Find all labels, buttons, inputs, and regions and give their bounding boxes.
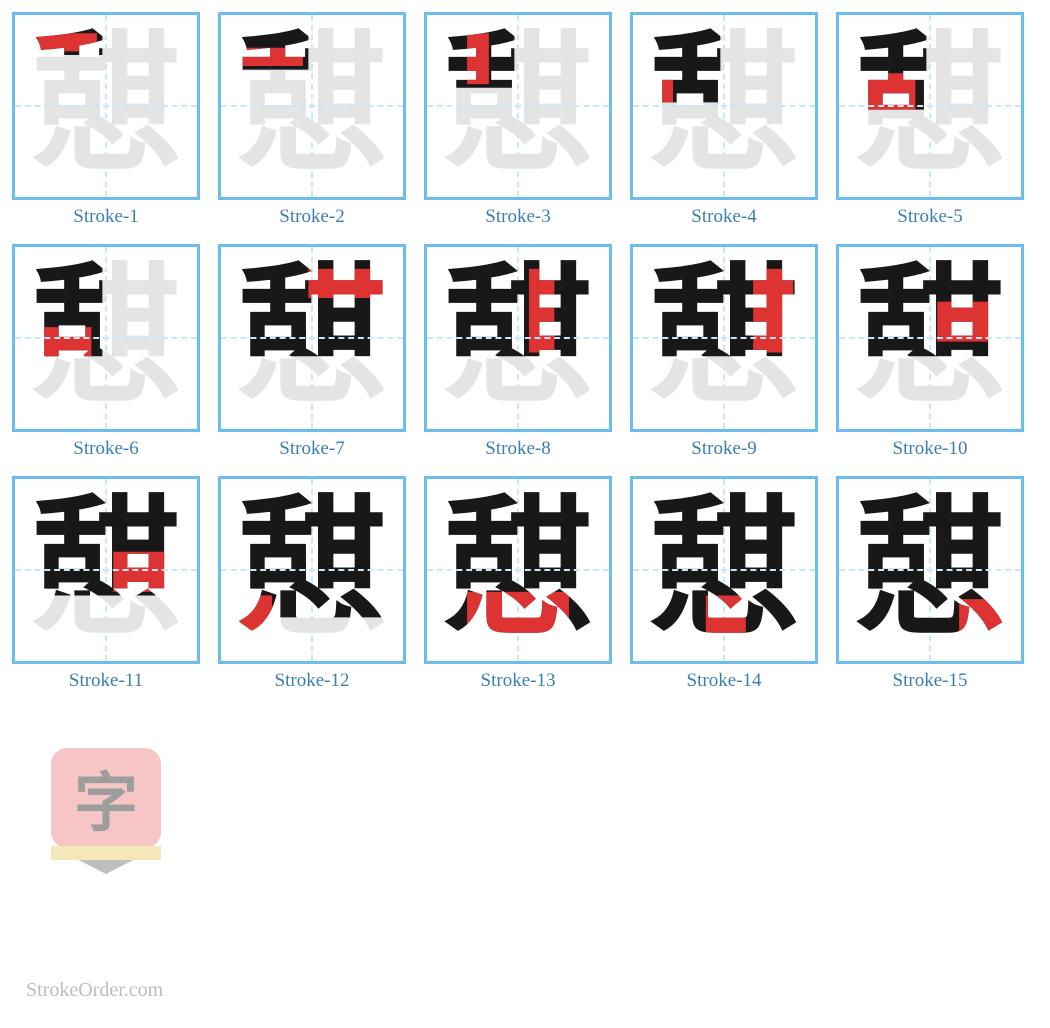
stroke-grid: 憇憇憇 Stroke-1 憇憇憇 Stroke-2 憇憇憇 Stroke-3 憇憇憇 Stro…	[12, 12, 1038, 878]
stroke-tile: 憇憇憇	[12, 12, 200, 200]
stroke-caption: Stroke-7	[279, 438, 344, 460]
stroke-caption: Stroke-2	[279, 206, 344, 228]
stroke-caption: Stroke-11	[69, 670, 143, 692]
stroke-tile: 憇憇憇	[218, 476, 406, 664]
stroke-cell: 憇憇憇 Stroke-6	[12, 244, 200, 460]
logo-band	[51, 846, 161, 860]
stroke-tile: 憇憇憇	[218, 244, 406, 432]
logo-square: 字	[51, 748, 161, 848]
stroke-caption: Stroke-9	[691, 438, 756, 460]
stroke-tile: 憇憇憇	[424, 244, 612, 432]
stroke-cell: 憇憇憇 Stroke-9	[630, 244, 818, 460]
stroke-tile: 憇憇憇	[836, 244, 1024, 432]
stroke-cell: 憇憇憇 Stroke-14	[630, 476, 818, 692]
stroke-caption: Stroke-6	[73, 438, 138, 460]
stroke-cell: 憇憇憇 Stroke-8	[424, 244, 612, 460]
stroke-tile: 憇憇憇	[630, 476, 818, 664]
stroke-caption: Stroke-10	[893, 438, 968, 460]
site-logo: 字	[51, 748, 161, 878]
page: 憇憇憇 Stroke-1 憇憇憇 Stroke-2 憇憇憇 Stroke-3 憇憇憇 Stro…	[12, 12, 1038, 1016]
stroke-caption: Stroke-1	[73, 206, 138, 228]
stroke-cell: 憇憇憇 Stroke-3	[424, 12, 612, 228]
stroke-tile: 憇憇憇	[12, 244, 200, 432]
stroke-caption: Stroke-8	[485, 438, 550, 460]
stroke-tile: 憇憇憇	[424, 12, 612, 200]
stroke-caption: Stroke-4	[691, 206, 756, 228]
stroke-tile: 憇憇憇	[836, 476, 1024, 664]
stroke-caption: Stroke-14	[687, 670, 762, 692]
stroke-cell: 憇憇憇 Stroke-12	[218, 476, 406, 692]
stroke-tile: 憇憇憇	[12, 476, 200, 664]
stroke-cell: 憇憇憇 Stroke-13	[424, 476, 612, 692]
stroke-caption: Stroke-12	[275, 670, 350, 692]
stroke-tile: 憇憇憇	[424, 476, 612, 664]
stroke-cell: 憇憇憇 Stroke-15	[836, 476, 1024, 692]
stroke-cell: 憇憇憇 Stroke-7	[218, 244, 406, 460]
stroke-caption: Stroke-13	[481, 670, 556, 692]
stroke-tile: 憇憇憇	[630, 244, 818, 432]
stroke-cell: 憇憇憇 Stroke-5	[836, 12, 1024, 228]
stroke-cell: 憇憇憇 Stroke-4	[630, 12, 818, 228]
stroke-caption: Stroke-5	[897, 206, 962, 228]
stroke-cell: 憇憇憇 Stroke-11	[12, 476, 200, 692]
logo-cell: 字	[12, 708, 200, 878]
stroke-tile: 憇憇憇	[836, 12, 1024, 200]
stroke-cell: 憇憇憇 Stroke-2	[218, 12, 406, 228]
stroke-tile: 憇憇憇	[218, 12, 406, 200]
watermark-text: StrokeOrder.com	[26, 979, 163, 1002]
stroke-tile: 憇憇憇	[630, 12, 818, 200]
stroke-cell: 憇憇憇 Stroke-10	[836, 244, 1024, 460]
stroke-caption: Stroke-3	[485, 206, 550, 228]
stroke-caption: Stroke-15	[893, 670, 968, 692]
stroke-cell: 憇憇憇 Stroke-1	[12, 12, 200, 228]
